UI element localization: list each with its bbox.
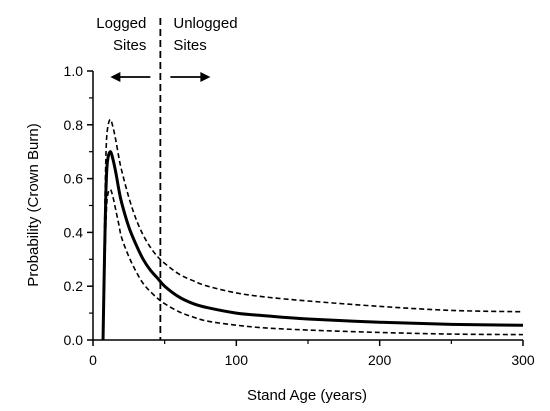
- y-tick-label: 0.8: [64, 117, 84, 133]
- right-arrow-icon: [200, 72, 211, 82]
- annotation-layer: Logged Sites Unlogged Sites: [96, 15, 238, 340]
- x-ticks: 0 100 200 300: [89, 340, 535, 368]
- left-arrow-icon: [110, 72, 121, 82]
- series-upper-ci-line: [102, 118, 524, 341]
- series-layer: [101, 118, 524, 341]
- axes: 0 100 200 300 0.0 0.2 0.4 0.6 0.8 1.0: [64, 63, 535, 368]
- x-tick-label: 0: [89, 352, 97, 368]
- unlogged-sites-label: Sites: [173, 37, 206, 54]
- y-tick-label: 0.0: [64, 332, 84, 348]
- logged-sites-label: Logged: [96, 15, 146, 32]
- y-tick-label: 0.6: [64, 171, 84, 187]
- y-tick-label: 1.0: [64, 63, 84, 79]
- y-ticks: 0.0 0.2 0.4 0.6 0.8 1.0: [64, 63, 93, 348]
- x-tick-label: 200: [368, 352, 392, 368]
- series-mean-line: [101, 150, 524, 341]
- y-tick-label: 0.2: [64, 278, 84, 294]
- y-axis-label: Probability (Crown Burn): [25, 123, 42, 286]
- x-tick-label: 100: [225, 352, 249, 368]
- series-lower-ci-line: [102, 188, 524, 341]
- logged-sites-label: Sites: [113, 37, 146, 54]
- x-tick-label: 300: [511, 352, 535, 368]
- unlogged-sites-label: Unlogged: [173, 15, 237, 32]
- x-axis-label: Stand Age (years): [247, 387, 367, 404]
- y-tick-label: 0.4: [64, 224, 84, 240]
